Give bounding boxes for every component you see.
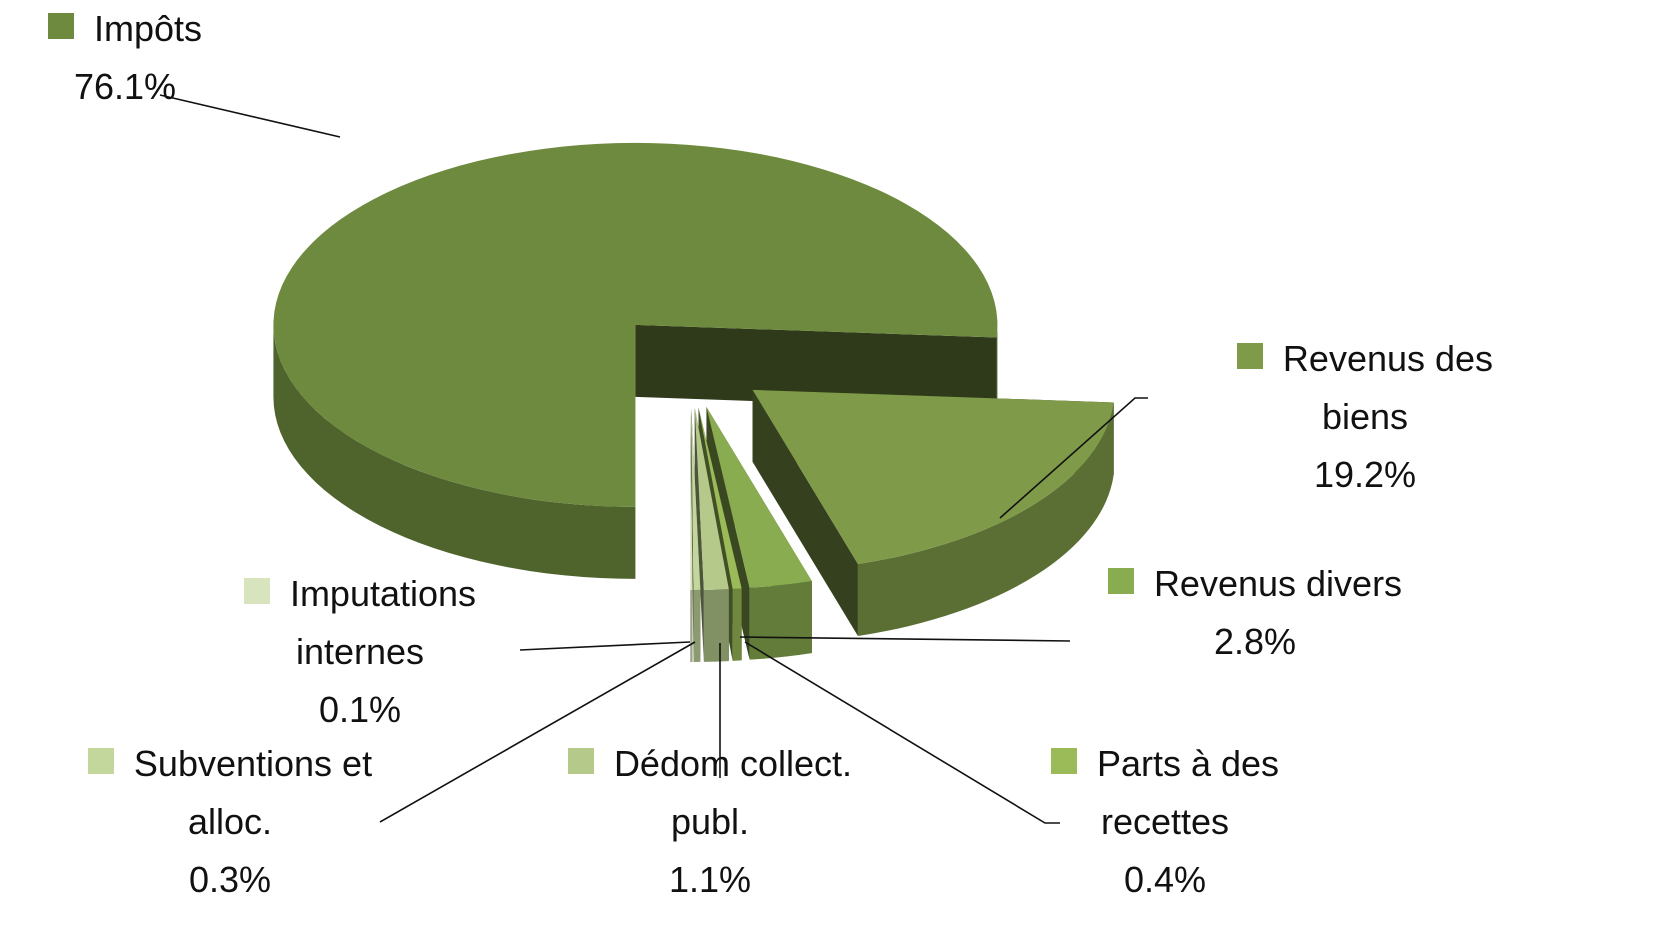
label-name-line: Revenus des biens — [1195, 330, 1535, 446]
legend-swatch — [1050, 748, 1077, 774]
legend-swatch — [1236, 343, 1263, 369]
slice-side — [703, 589, 729, 662]
value-label: 0.4% — [1123, 859, 1207, 900]
slice-side — [857, 402, 1114, 637]
value-label: 0.3% — [188, 859, 272, 900]
slice-side — [749, 581, 812, 660]
category-name: Parts à des recettes — [1096, 743, 1280, 842]
value-label: 0.1% — [318, 689, 402, 730]
slice — [706, 406, 812, 588]
value-label: 19.2% — [1313, 454, 1417, 495]
label-name-line: Subventions et alloc. — [80, 735, 380, 851]
slice-side — [693, 589, 701, 662]
slice-wall — [635, 324, 997, 410]
category-name: Subventions et alloc. — [133, 743, 373, 842]
slice — [691, 407, 701, 590]
data-label: Subventions et alloc. 0.3% — [80, 735, 380, 909]
category-name: Impôts — [93, 8, 203, 49]
leader-line — [159, 94, 341, 138]
category-name: Revenus divers — [1153, 563, 1403, 604]
label-name-line: Dédom collect. publ. — [540, 735, 880, 851]
slice-side — [996, 324, 998, 410]
slice-side — [273, 324, 636, 579]
pie — [273, 142, 1114, 662]
label-name-line: Revenus divers — [1090, 555, 1420, 613]
category-name: Revenus des biens — [1282, 338, 1494, 437]
data-label: Revenus des biens 19.2% — [1195, 330, 1535, 504]
value-label: 76.1% — [73, 66, 177, 107]
slice-wall — [694, 407, 704, 662]
data-label: Parts à des recettes 0.4% — [1030, 735, 1300, 909]
label-name-line: Imputations internes — [215, 565, 505, 681]
slice — [690, 407, 693, 590]
legend-swatch — [567, 748, 594, 774]
category-name: Dédom collect. publ. — [613, 743, 853, 842]
leader-line — [999, 397, 1148, 519]
leader-line — [744, 641, 1060, 824]
legend-swatch — [87, 748, 114, 774]
slice-side — [690, 589, 693, 662]
slice — [273, 142, 998, 507]
value-label: 2.8% — [1213, 621, 1297, 662]
value-label: 1.1% — [668, 859, 752, 900]
label-name-line: Parts à des recettes — [1030, 735, 1300, 851]
leader-line — [379, 641, 696, 823]
slice-wall — [752, 389, 858, 637]
legend-swatch — [47, 13, 74, 39]
leader-line — [519, 641, 691, 651]
label-name-line: Impôts — [10, 0, 240, 58]
slice — [694, 407, 729, 590]
slice — [698, 407, 742, 589]
legend-swatch — [243, 578, 270, 604]
data-label: Impôts 76.1% — [10, 0, 240, 116]
legend-swatch — [1107, 568, 1134, 594]
slice-side — [732, 588, 742, 661]
leader-lines — [159, 94, 1148, 824]
data-label: Revenus divers 2.8% — [1090, 555, 1420, 671]
slice-wall — [691, 407, 694, 662]
data-label: Imputations internes 0.1% — [215, 565, 505, 739]
slice — [752, 389, 1114, 565]
category-name: Imputations internes — [289, 573, 477, 672]
leader-line — [739, 636, 1071, 642]
data-label: Dédom collect. publ. 1.1% — [540, 735, 880, 909]
